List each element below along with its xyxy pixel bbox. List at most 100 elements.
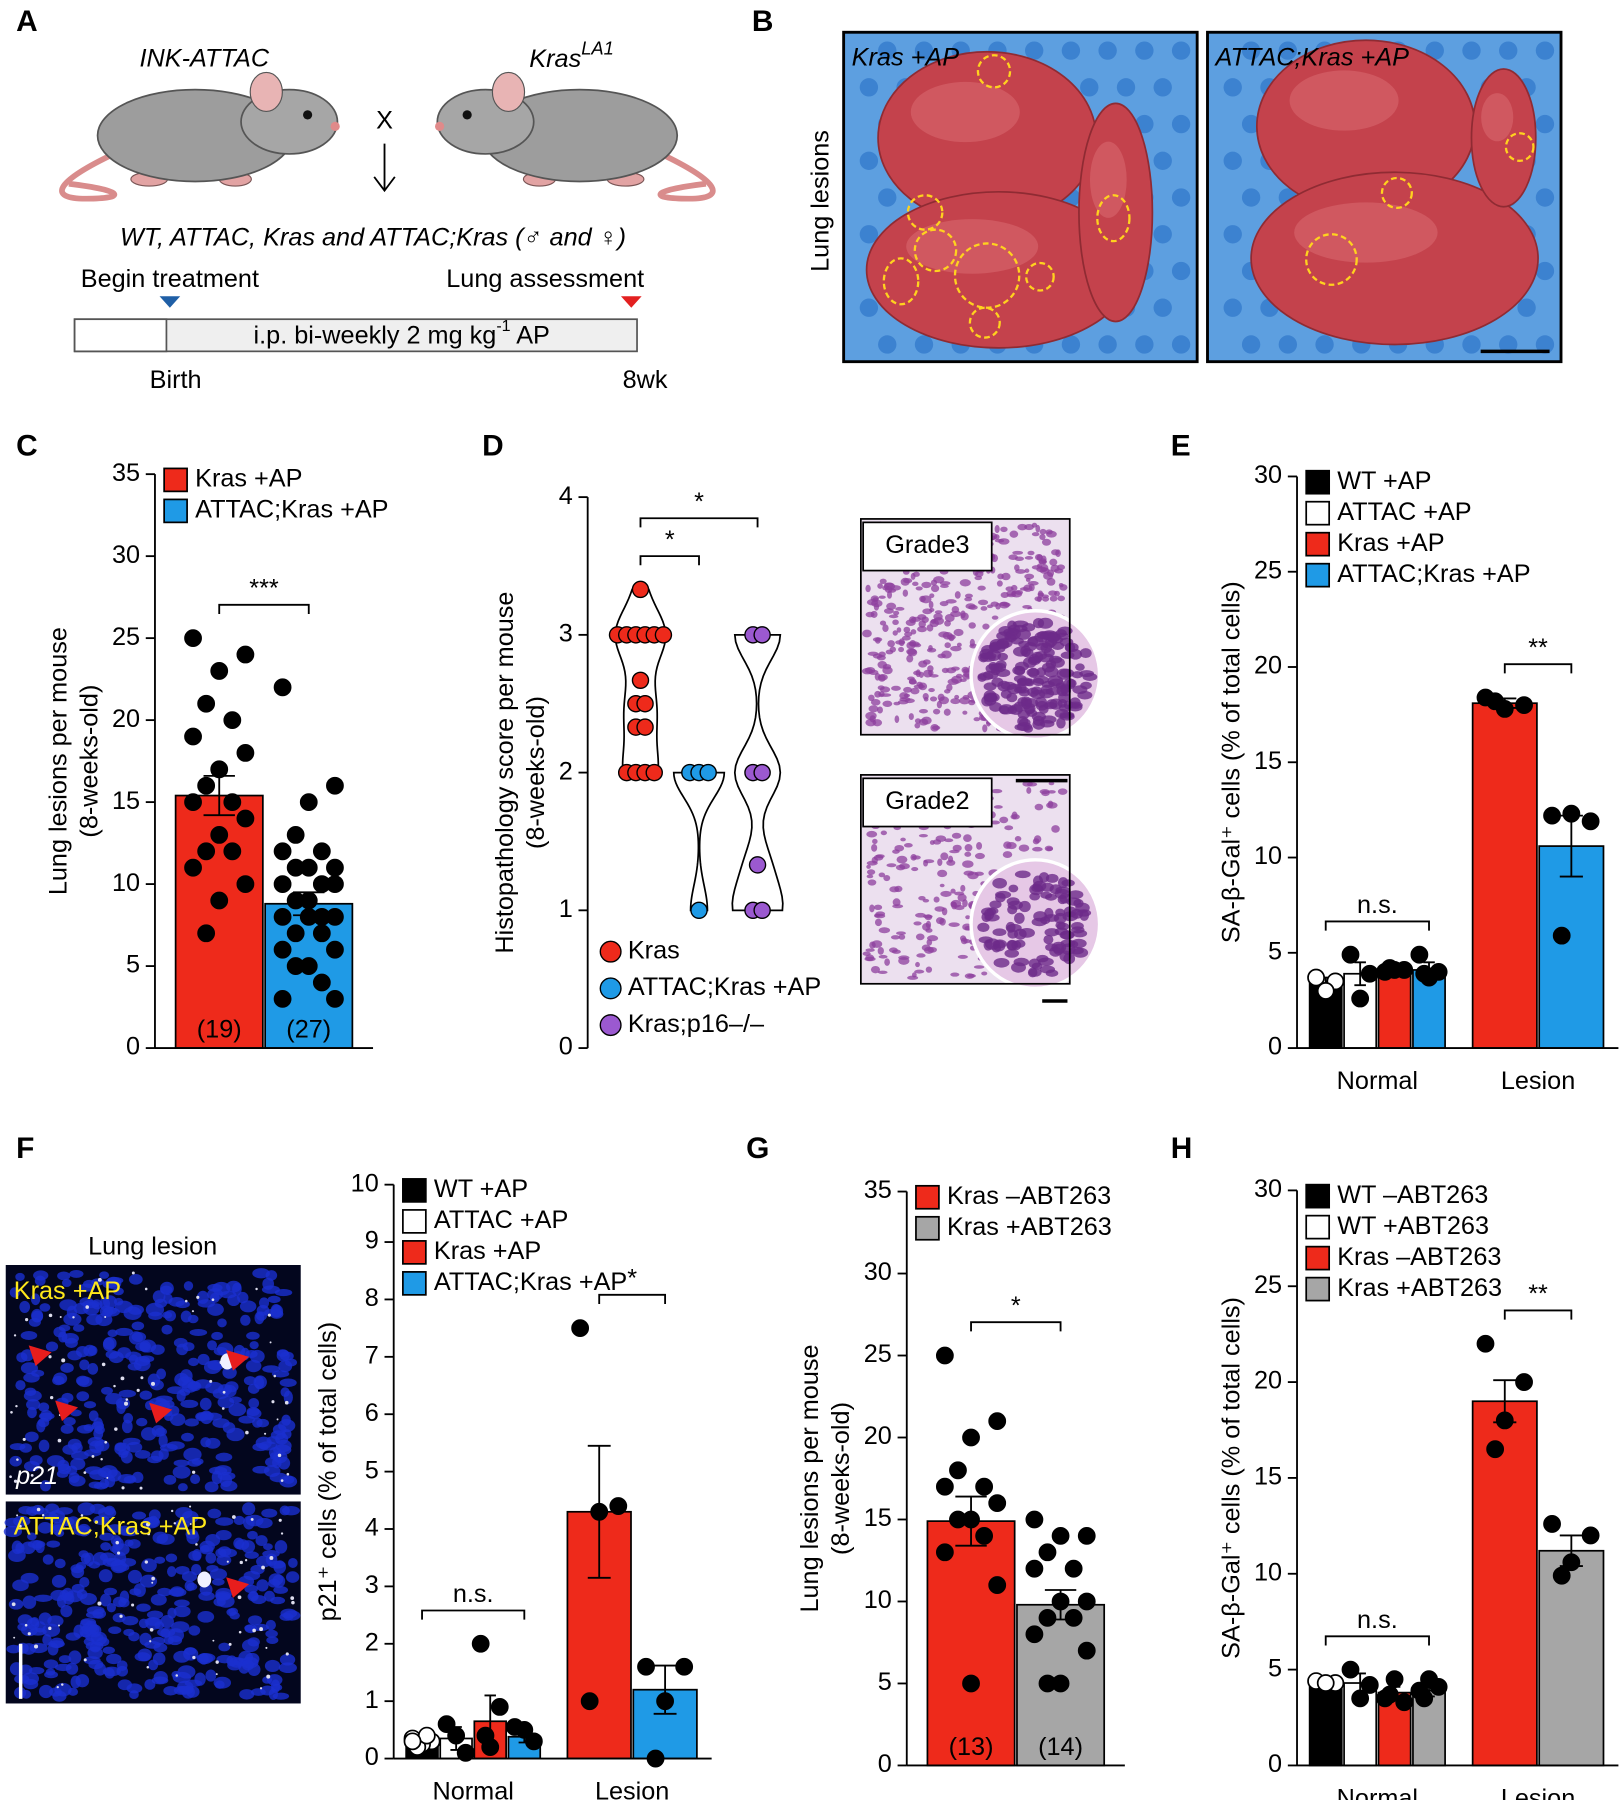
histology-cell (898, 934, 906, 940)
histology-cell (865, 948, 875, 952)
data-point (184, 793, 202, 812)
signal-speckle (280, 1479, 284, 1482)
histology-cell (954, 891, 965, 896)
nucleus (217, 1396, 235, 1409)
histology-cell (893, 610, 900, 616)
signal-speckle (259, 1627, 264, 1632)
nucleus (212, 1281, 231, 1296)
nucleus (6, 1644, 21, 1654)
data-point (1038, 1674, 1057, 1693)
legend-swatch (402, 1271, 427, 1296)
x-tick-label: Lesion (1501, 1785, 1575, 1800)
nucleus (79, 1592, 97, 1606)
bar (1471, 1400, 1538, 1767)
histology-cell (1024, 556, 1034, 560)
zoom-cell (1055, 921, 1066, 929)
data-point (326, 940, 344, 959)
nucleus (261, 1508, 278, 1518)
nucleus (101, 1386, 113, 1395)
signal-speckle (100, 1458, 103, 1461)
x-tick-label: Lesion (1501, 1067, 1575, 1095)
histology-cell (904, 631, 913, 637)
legend-label: Kras +AP (434, 1237, 541, 1265)
y-tick-label: 9 (365, 1227, 379, 1255)
nucleus (173, 1605, 191, 1618)
zoom-cell (1048, 655, 1063, 664)
histology-cell (946, 683, 953, 692)
data-point (210, 760, 229, 779)
histology-cell (968, 622, 976, 629)
legend-swatch (915, 1215, 940, 1241)
photo-texture (1241, 188, 1261, 207)
nucleus (39, 1303, 51, 1312)
histology-cell (960, 935, 967, 942)
histology-cell (1046, 577, 1056, 586)
nucleus (273, 1560, 287, 1574)
nucleus (237, 1291, 249, 1304)
nucleus (278, 1360, 293, 1373)
data-point (1495, 1411, 1514, 1430)
histology-cell (878, 927, 891, 934)
signal-speckle (131, 1603, 135, 1607)
nucleus (184, 1647, 197, 1655)
data-point (1077, 1641, 1096, 1660)
photo-texture (1278, 335, 1298, 354)
data-point (326, 907, 344, 926)
nucleus (205, 1552, 217, 1564)
nucleus (86, 1313, 103, 1326)
histology-cell (882, 700, 893, 707)
histology-cell (895, 606, 905, 611)
data-point (197, 924, 216, 943)
signal-speckle (48, 1626, 52, 1631)
zoom-cell (1054, 708, 1070, 719)
histology-cell (918, 718, 929, 726)
nucleus (60, 1604, 73, 1618)
signal-speckle (151, 1576, 155, 1581)
nucleus (212, 1578, 225, 1586)
zoom-cell (983, 682, 997, 691)
nucleus (83, 1656, 101, 1665)
histology-cell (964, 851, 972, 857)
histology-cell (933, 613, 943, 621)
signal-speckle (189, 1505, 192, 1508)
grade-label: Grade2 (885, 787, 969, 815)
nucleus (91, 1421, 105, 1431)
photo-texture (859, 78, 879, 97)
nucleus (147, 1455, 162, 1464)
data-point (1038, 1608, 1057, 1627)
nucleus (87, 1345, 98, 1356)
nucleus (68, 1472, 80, 1483)
signal-speckle (13, 1479, 18, 1483)
nucleus (80, 1618, 97, 1626)
histology-cell (1002, 602, 1011, 607)
photo-texture (878, 41, 897, 60)
histology-cell (990, 601, 999, 607)
nucleus (102, 1646, 115, 1655)
nucleus (50, 1637, 64, 1649)
histology-cell (1049, 595, 1058, 602)
nucleus (67, 1438, 82, 1450)
zoom-cell (1038, 704, 1049, 714)
bar (264, 902, 354, 1049)
nucleus (23, 1372, 40, 1383)
signal-speckle (285, 1652, 289, 1656)
significance-label: n.s. (1357, 891, 1398, 919)
nucleus (269, 1452, 280, 1460)
image-label: ATTAC;Kras +AP (1214, 43, 1410, 71)
y-tick-label: 1 (365, 1686, 379, 1714)
data-point (1341, 1660, 1360, 1679)
nucleus (98, 1569, 113, 1583)
data-point (645, 763, 663, 782)
data-point (1351, 989, 1370, 1008)
histology-cell (950, 901, 957, 908)
data-point (949, 1510, 967, 1529)
strain-label: INK-ATTAC (140, 44, 270, 72)
data-point (447, 1726, 466, 1745)
y-axis-label: Lung lesions per mouse (44, 627, 72, 895)
nucleus (160, 1285, 173, 1295)
histology-cell (877, 946, 884, 955)
signal-speckle (226, 1560, 229, 1563)
y-tick-label: 5 (878, 1668, 892, 1696)
photo-texture (859, 225, 879, 244)
nucleus (23, 1390, 42, 1402)
